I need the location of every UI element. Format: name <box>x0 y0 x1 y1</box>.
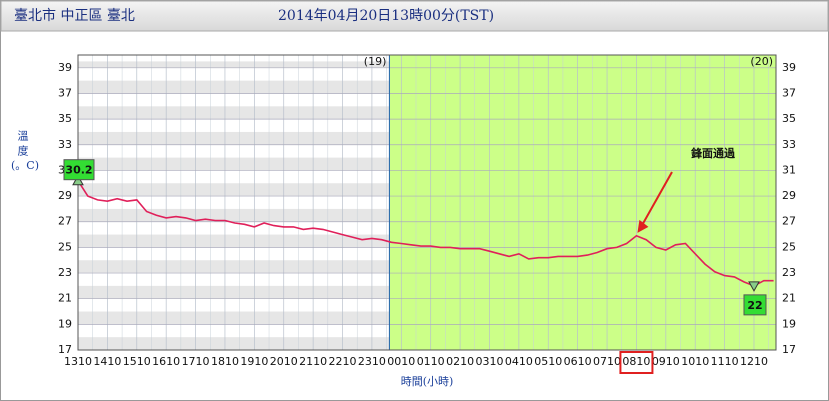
value-label-box <box>63 159 95 181</box>
band <box>78 61 390 68</box>
x-axis-label: 時間(小時) <box>401 375 454 388</box>
y2-tick-label: 17 <box>782 343 796 356</box>
day-label: (20) <box>750 55 773 68</box>
highlight-box <box>619 351 654 374</box>
x-tick-label: 1710 <box>182 355 210 368</box>
y2-tick-label: 35 <box>782 112 796 125</box>
y2-tick-label: 19 <box>782 317 796 330</box>
band <box>78 157 390 171</box>
band <box>78 80 390 94</box>
y2-tick-label: 39 <box>782 61 796 74</box>
x-tick-label: 1610 <box>152 355 180 368</box>
y-tick-label: 17 <box>58 343 72 356</box>
band <box>78 234 390 248</box>
y2-tick-label: 29 <box>782 189 796 202</box>
arrow-head <box>637 219 649 233</box>
band <box>78 183 390 197</box>
y-tick-label: 27 <box>58 215 72 228</box>
y-axis-label: 溫度 <box>16 129 29 160</box>
annotation-arrow <box>638 171 673 231</box>
band <box>78 337 390 350</box>
min-marker <box>748 281 760 292</box>
y-tick-label: 37 <box>58 86 72 99</box>
x-tick-label: 0110 <box>417 355 445 368</box>
x-tick-label: 0210 <box>446 355 474 368</box>
location: 臺北市 中正區 臺北 <box>14 7 135 24</box>
y-tick-label: 23 <box>58 266 72 279</box>
value-label: 30.2 <box>65 164 92 177</box>
band <box>78 260 390 274</box>
y2-tick-label: 25 <box>782 240 796 253</box>
x-tick-label: 1110 <box>711 355 739 368</box>
y2-tick-label: 23 <box>782 266 796 279</box>
annotation: 鋒面通過 <box>690 146 736 160</box>
value-label-box <box>743 294 767 316</box>
header-bar <box>0 0 829 32</box>
x-tick-label: 1510 <box>123 355 151 368</box>
x-tick-label: 0810 <box>622 355 650 368</box>
day-label: (19) <box>364 55 387 68</box>
x-tick-label: 0710 <box>593 355 621 368</box>
x-tick-label: 2010 <box>270 355 298 368</box>
x-tick-label: 2210 <box>329 355 357 368</box>
y-tick-label: 25 <box>58 240 72 253</box>
max-marker <box>72 174 84 186</box>
x-tick-label: 0010 <box>387 355 415 368</box>
y-tick-label: 39 <box>58 61 72 74</box>
y-tick-label: 33 <box>58 138 72 151</box>
x-tick-label: 1910 <box>240 355 268 368</box>
x-tick-label: 1210 <box>740 355 768 368</box>
x-tick-label: 1810 <box>211 355 239 368</box>
y2-tick-label: 31 <box>782 163 796 176</box>
x-tick-label: 1410 <box>93 355 121 368</box>
y-tick-label: 29 <box>58 189 72 202</box>
y2-tick-label: 37 <box>782 86 796 99</box>
y-axis-unit: (。C) <box>11 159 39 172</box>
temperature-line <box>77 180 774 287</box>
y2-tick-label: 21 <box>782 292 796 305</box>
x-tick-label: 2110 <box>299 355 327 368</box>
x-tick-label: 1010 <box>681 355 709 368</box>
y-tick-label: 21 <box>58 292 72 305</box>
band <box>78 208 390 222</box>
band <box>78 106 390 120</box>
x-tick-label: 0910 <box>652 355 680 368</box>
band <box>78 285 390 299</box>
plot-border <box>77 54 777 351</box>
y-tick-label: 19 <box>58 317 72 330</box>
x-tick-label: 0610 <box>564 355 592 368</box>
band <box>78 311 390 325</box>
x-tick-label: 1310 <box>64 355 92 368</box>
value-label: 22 <box>747 299 762 312</box>
y2-tick-label: 33 <box>782 138 796 151</box>
chart-title: 2014年04月20日13時00分(TST) <box>278 8 494 24</box>
x-tick-label: 0410 <box>505 355 533 368</box>
x-tick-label: 2310 <box>358 355 386 368</box>
band <box>78 131 390 145</box>
x-tick-label: 0510 <box>534 355 562 368</box>
y-tick-label: 35 <box>58 112 72 125</box>
day-region <box>389 55 776 350</box>
y2-tick-label: 27 <box>782 215 796 228</box>
x-tick-label: 0310 <box>475 355 503 368</box>
